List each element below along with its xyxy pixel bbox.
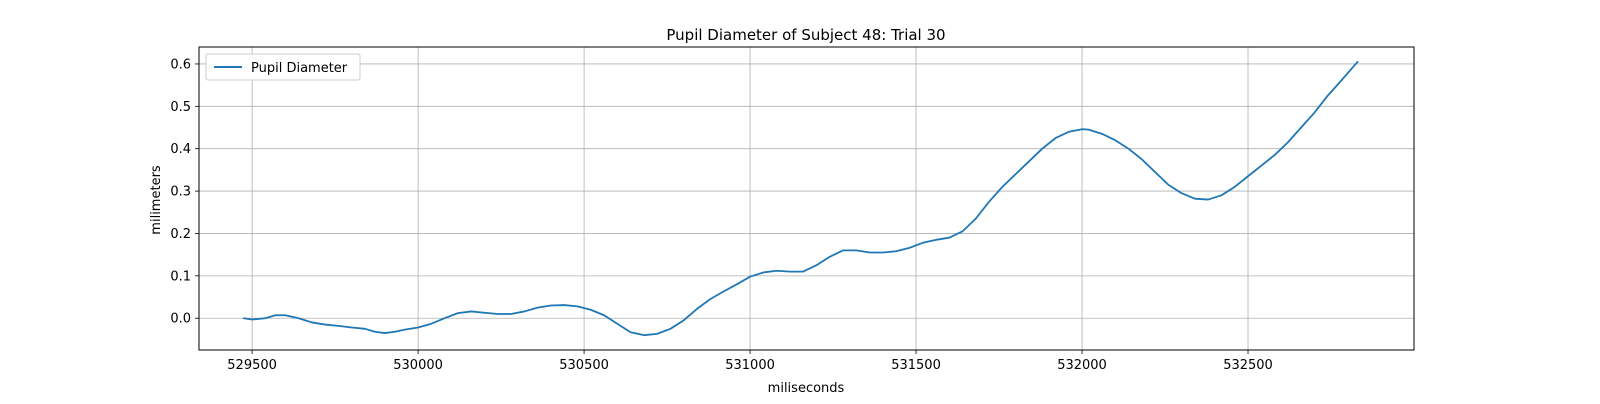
y-tick-label: 0.4 xyxy=(170,142,191,157)
y-tick-label: 0.6 xyxy=(170,57,191,72)
y-tick-label: 0.2 xyxy=(170,227,191,242)
series-line-pupil-diameter xyxy=(242,60,1359,337)
y-tick-label: 0.5 xyxy=(170,100,191,115)
x-axis-label: miliseconds xyxy=(768,381,845,396)
x-tick-label: 531000 xyxy=(725,358,775,373)
x-tick-label: 532500 xyxy=(1223,358,1273,373)
y-tick-label: 0.1 xyxy=(170,269,191,284)
x-tick-label: 529500 xyxy=(227,358,277,373)
chart-title: Pupil Diameter of Subject 48: Trial 30 xyxy=(666,26,945,44)
y-axis-label: milimeters xyxy=(149,165,164,235)
x-tick-label: 531500 xyxy=(891,358,941,373)
x-tick-label: 530500 xyxy=(559,358,609,373)
axis-ticks: 529500 530000 530500 531000 531500 532000 5325… xyxy=(170,57,1273,373)
plot-frame xyxy=(198,46,1415,351)
y-tick-label: 0.0 xyxy=(170,312,191,327)
legend: Pupil Diameter xyxy=(205,53,361,81)
y-tick-label: 0.3 xyxy=(170,185,191,200)
x-tick-label: 530000 xyxy=(393,358,443,373)
legend-label: Pupil Diameter xyxy=(251,61,348,76)
grid xyxy=(199,47,1414,350)
x-tick-label: 532000 xyxy=(1057,358,1107,373)
legend-box xyxy=(205,53,361,81)
series-layer xyxy=(242,60,1359,337)
